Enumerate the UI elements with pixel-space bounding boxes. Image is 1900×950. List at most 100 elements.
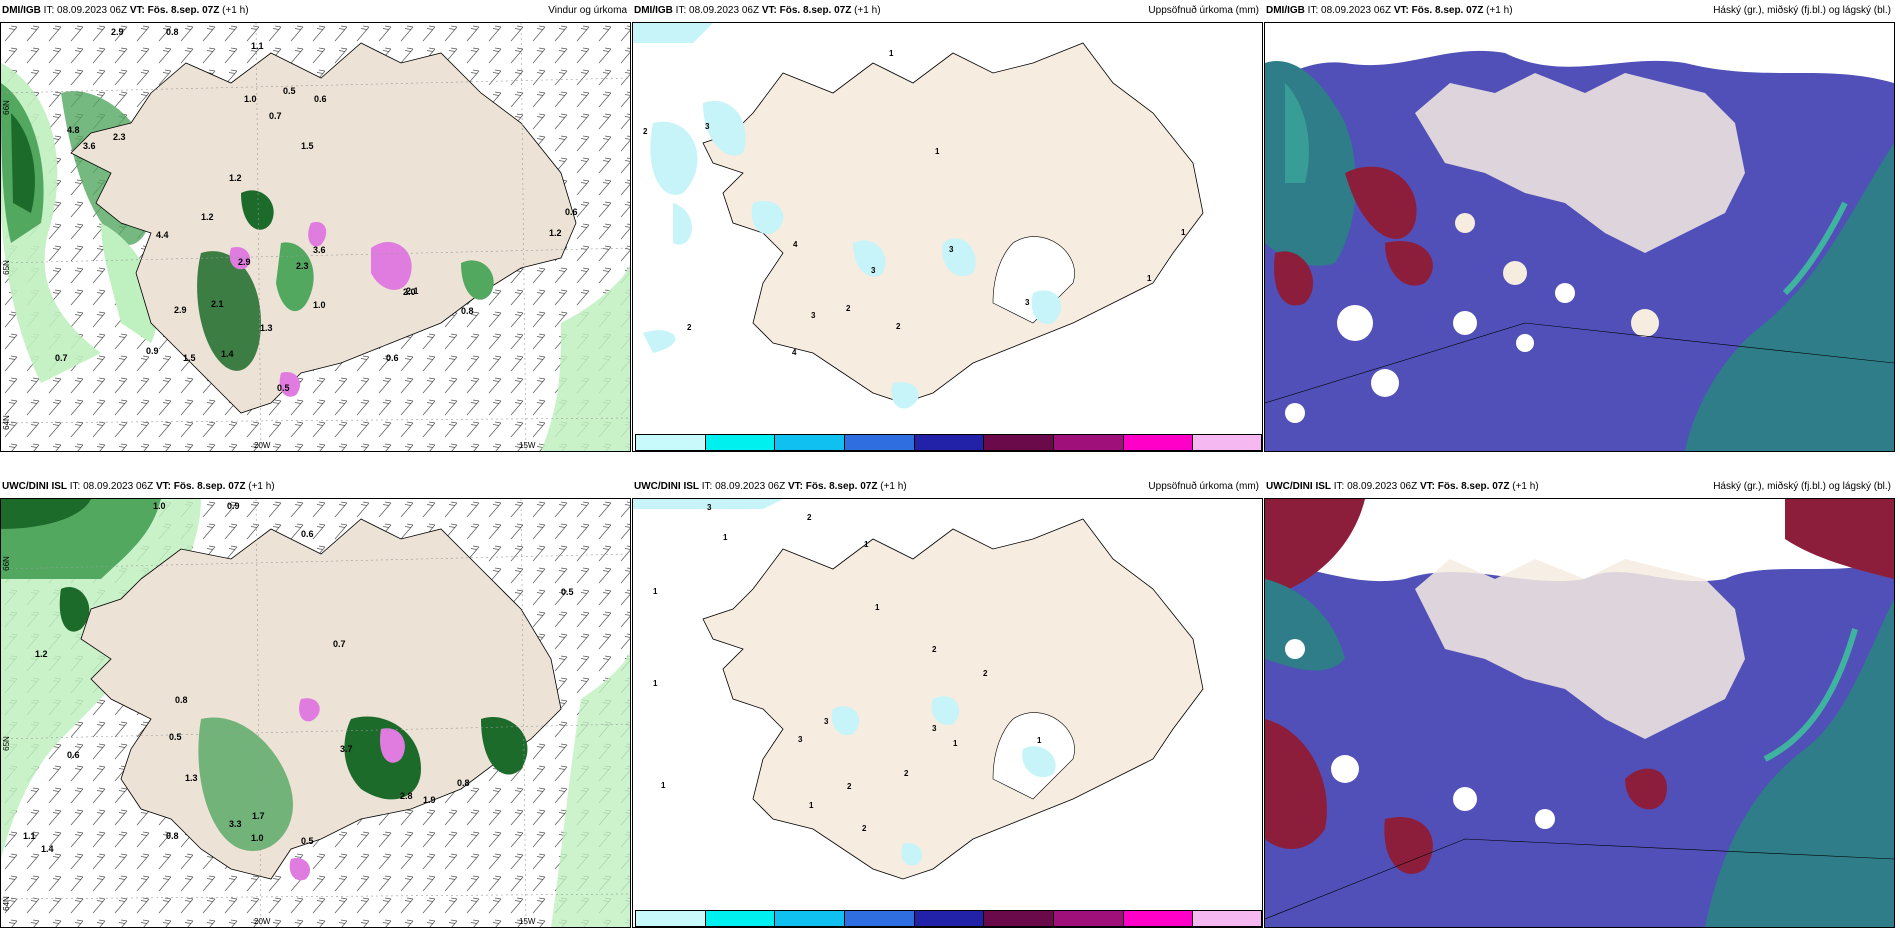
- value-label: 2: [687, 323, 692, 332]
- value-label: 2: [896, 322, 901, 331]
- value-label: 1.9: [423, 795, 436, 805]
- valid-label: VT:: [761, 5, 777, 16]
- value-label: 0.5: [561, 587, 574, 597]
- accum-map[interactable]: 3 1 1 2 1 1 2 1 2 3 3 1 2 1 3 2 2 1 1 11…: [632, 498, 1263, 928]
- value-label: 0.5: [301, 836, 314, 846]
- value-label: 2.3: [296, 261, 309, 271]
- value-label: 1.0: [251, 833, 264, 843]
- value-label: 1.4: [41, 844, 54, 854]
- value-label: 1: [723, 533, 728, 542]
- wind-map[interactable]: 20W 15W 66N 65N 64N 1.0 0.9 0.6 0.5 1.2 …: [0, 498, 631, 928]
- iceland-land: [702, 42, 1204, 404]
- colorbar-swatch: [844, 434, 914, 451]
- value-label: 2: [847, 782, 852, 791]
- value-label: 0.6: [386, 353, 399, 363]
- value-label: 3.6: [313, 245, 326, 255]
- value-label: 1: [889, 49, 894, 58]
- iceland-land: [702, 518, 1204, 880]
- panel-header: DMI/IGB IT: 08.09.2023 06Z VT: Fös. 8.se…: [632, 0, 1263, 22]
- colorbar: 110255075100150200400: [635, 910, 1262, 927]
- value-label: 0.8: [166, 831, 179, 841]
- value-label: 2.9: [111, 27, 124, 37]
- colorbar-swatch: [1192, 434, 1262, 451]
- accum-value-labels: 3 1 1 2 1 1 2 1 2 3 3 1 2 1 3 2 2 1 1: [633, 499, 1262, 927]
- value-label: 0.9: [227, 501, 240, 511]
- value-label: 3: [1025, 298, 1030, 307]
- init-time: IT: 08.09.2023 06Z: [43, 5, 128, 16]
- lon-label-15w: 15W: [519, 917, 536, 926]
- wind-map-svg: [1, 499, 630, 927]
- value-label: 1: [661, 781, 666, 790]
- precip-over-land: [59, 587, 528, 881]
- value-label: 2: [807, 513, 812, 522]
- lead-time: (+1 h): [248, 481, 275, 492]
- value-label: 0.8: [461, 306, 474, 316]
- value-label: 3: [707, 503, 712, 512]
- iceland-land: [80, 518, 562, 880]
- accum-map-svg: [633, 499, 1204, 880]
- model-name: UWC/DINI ISL: [2, 481, 67, 492]
- model-name: DMI/IGB: [1266, 5, 1305, 16]
- panel-header: UWC/DINI ISL IT: 08.09.2023 06Z VT: Fös.…: [1264, 476, 1895, 498]
- value-label: 2: [846, 304, 851, 313]
- value-label: 3.3: [229, 819, 242, 829]
- value-label: 4.4: [156, 230, 169, 240]
- lon-label-20w: 20W: [254, 441, 271, 450]
- value-label: 0.7: [333, 639, 346, 649]
- colorbar-swatch: [774, 434, 844, 451]
- panel-bottom-accum: UWC/DINI ISL IT: 08.09.2023 06Z VT: Fös.…: [632, 476, 1263, 928]
- accum-map-svg: [633, 23, 1204, 409]
- wind-map[interactable]: 20W 15W 66N 65N 64N 2.9 0.8 1.1 4.8 3.6 …: [0, 22, 631, 452]
- precip-over-land: [197, 190, 494, 397]
- value-label: 1.1: [251, 41, 264, 51]
- value-label: 2.9: [238, 257, 251, 267]
- value-label: 2.9: [174, 305, 187, 315]
- value-label: 3: [798, 735, 803, 744]
- accum-value-labels: 1 2 3 1 4 3 3 2 2 2 3 1 3 1 4: [633, 23, 1262, 451]
- cloud-map-svg: [1265, 499, 1894, 927]
- colorbar-swatch: [1053, 434, 1123, 451]
- value-label: 1.2: [229, 173, 242, 183]
- cloud-map[interactable]: [1264, 498, 1895, 928]
- colorbar-swatch: [913, 434, 984, 451]
- value-label: 4: [793, 240, 798, 249]
- value-label: 1.0: [313, 300, 326, 310]
- valid-label: VT:: [129, 5, 145, 16]
- value-label: 3: [932, 724, 937, 733]
- lon-label-20w: 20W: [254, 917, 271, 926]
- value-label: 1: [653, 679, 658, 688]
- value-label: 2.8: [400, 791, 413, 801]
- panel-top-accum: DMI/IGB IT: 08.09.2023 06Z VT: Fös. 8.se…: [632, 0, 1263, 452]
- value-label: 2.1: [211, 299, 224, 309]
- value-label: 1.5: [183, 353, 196, 363]
- value-label: 0.8: [175, 695, 188, 705]
- value-label: 2: [983, 669, 988, 678]
- lead-time: (+1 h): [854, 5, 881, 16]
- valid-time: Fös. 8.sep. 07Z: [173, 481, 246, 492]
- panel-top-cloud: DMI/IGB IT: 08.09.2023 06Z VT: Fös. 8.se…: [1264, 0, 1895, 452]
- panel-title: Uppsöfnuð úrkoma (mm): [1148, 481, 1259, 492]
- panel-header: UWC/DINI ISL IT: 08.09.2023 06Z VT: Fös.…: [0, 476, 631, 498]
- valid-label: VT:: [155, 481, 171, 492]
- lead-time: (+1 h): [1486, 5, 1513, 16]
- cloud-map[interactable]: [1264, 22, 1895, 452]
- value-label: 1: [953, 739, 958, 748]
- value-label: 1: [809, 801, 814, 810]
- value-label: 1: [653, 587, 658, 596]
- valid-time: Fös. 8.sep. 07Z: [1437, 481, 1510, 492]
- value-label: 3: [811, 311, 816, 320]
- init-time: IT: 08.09.2023 06Z: [69, 481, 154, 492]
- value-label: 1.4: [221, 349, 234, 359]
- accum-map[interactable]: 1 2 3 1 4 3 3 2 2 2 3 1 3 1 4 1102550751…: [632, 22, 1263, 452]
- value-label: 1: [1147, 274, 1152, 283]
- value-label: 2.3: [113, 132, 126, 142]
- value-label: 1.2: [549, 228, 562, 238]
- value-label: 0.8: [457, 778, 470, 788]
- value-label: 3: [949, 245, 954, 254]
- colorbar-swatch: [1122, 434, 1193, 451]
- value-label: 2: [932, 645, 937, 654]
- value-label: 1: [875, 603, 880, 612]
- value-label: 2: [862, 824, 867, 833]
- panel-title: Háský (gr.), miðský (fj.bl.) og lágský (…: [1713, 5, 1891, 16]
- model-name: UWC/DINI ISL: [1266, 481, 1331, 492]
